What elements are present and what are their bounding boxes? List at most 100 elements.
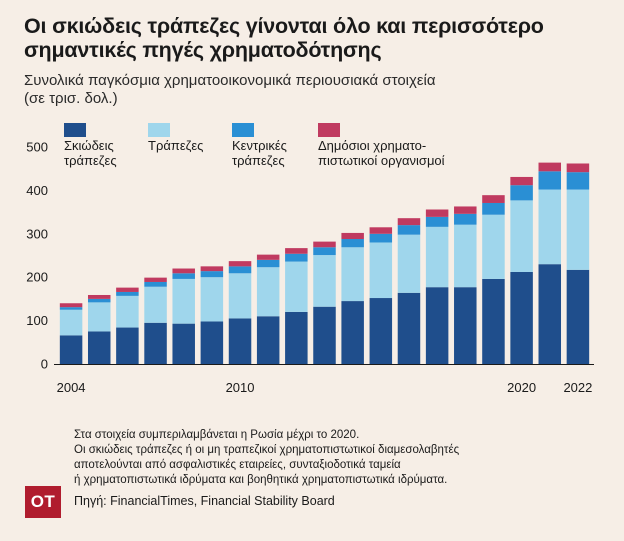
bar-2011-series-2 xyxy=(256,259,280,268)
bar-2009-series-3 xyxy=(200,266,224,272)
bar-2015-series-0 xyxy=(369,298,393,364)
bar-2011-series-0 xyxy=(256,316,280,364)
ot-logo: OT xyxy=(25,486,61,518)
bar-2007-series-3 xyxy=(144,277,167,282)
bar-2008-series-2 xyxy=(172,273,195,279)
bar-2011-series-3 xyxy=(256,254,280,260)
stacked-bar-chart: 0 100 200 300 400 500 2004 2010 2020 2022 Σκιώδεις… xyxy=(26,123,594,395)
bar-2020-series-0 xyxy=(510,271,533,364)
bar-2015-series-2 xyxy=(369,233,393,243)
bar-2008-series-1 xyxy=(172,278,195,324)
bar-2005-series-3 xyxy=(87,294,111,299)
bar-2012-series-1 xyxy=(285,261,308,312)
legend-label-2-0: Κεντρικές xyxy=(232,138,287,153)
note-line-4: ή χρηματοπιστωτικά ιδρύματα και βοηθητικ… xyxy=(74,474,448,486)
subtitle-line-2: (σε τρισ. δολ.) xyxy=(24,90,118,107)
bar-2015-series-1 xyxy=(369,242,393,299)
bar-2006-series-2 xyxy=(116,291,139,296)
bar-2020-series-3 xyxy=(510,176,533,186)
legend-label-3-1: πιστωτικοί οργανισμοί xyxy=(318,153,445,168)
bar-2009-series-1 xyxy=(200,277,224,322)
bar-2019-series-3 xyxy=(482,195,505,203)
bar-2010-series-2 xyxy=(228,266,252,274)
legend-label-1-0: Τράπεζες xyxy=(148,138,203,153)
bar-2007-series-0 xyxy=(144,322,167,364)
x-tick-label-2004: 2004 xyxy=(57,380,86,395)
bar-2022-series-2 xyxy=(566,172,590,190)
legend-swatch-3 xyxy=(318,123,340,137)
bar-2016-series-1 xyxy=(397,234,421,293)
bar-2019-series-2 xyxy=(482,202,505,215)
bar-2009-series-0 xyxy=(200,321,224,364)
bar-2005-series-1 xyxy=(87,302,111,332)
bar-2021-series-1 xyxy=(538,189,562,265)
bar-2012-series-2 xyxy=(285,253,308,262)
bar-2013-series-2 xyxy=(313,247,336,256)
bar-2014-series-2 xyxy=(341,239,364,248)
y-tick-label-500: 500 xyxy=(26,140,48,155)
chart-notes: Στα στοιχεία συμπεριλαμβάνεται η Ρωσία μ… xyxy=(74,428,604,488)
bar-2007-series-2 xyxy=(144,281,167,287)
bar-2010-series-3 xyxy=(228,261,252,267)
legend-swatch-2 xyxy=(232,123,254,137)
bar-2021-series-2 xyxy=(538,171,562,190)
bar-2010-series-0 xyxy=(228,318,252,364)
source-text: Πηγή: FinancialTimes, Financial Stabilit… xyxy=(74,494,335,508)
x-tick-label-2010: 2010 xyxy=(226,380,255,395)
bar-2021-series-0 xyxy=(538,264,562,364)
note-line-2: Οι σκιώδεις τράπεζες ή οι μη τραπεζικοί … xyxy=(74,444,460,456)
bar-2018-series-3 xyxy=(454,206,477,214)
bar-2011-series-1 xyxy=(256,267,280,317)
x-tick-label-2022: 2022 xyxy=(563,380,592,395)
bar-2006-series-0 xyxy=(116,327,139,364)
legend-label-3-0: Δημόσιοι χρηματο- xyxy=(318,138,426,153)
y-tick-label-200: 200 xyxy=(26,270,48,285)
bar-2018-series-2 xyxy=(454,213,477,225)
legend-label-0-0: Σκιώδεις xyxy=(64,138,114,153)
legend-label-0-1: τράπεζες xyxy=(64,153,117,168)
bar-2017-series-1 xyxy=(425,226,449,288)
bar-2020-series-2 xyxy=(510,185,533,201)
bar-2016-series-2 xyxy=(397,225,421,235)
chart-subtitle: Συνολικά παγκόσμια χρηματοοικονομικά περ… xyxy=(24,72,614,108)
bar-2009-series-2 xyxy=(200,271,224,278)
bar-2004-series-3 xyxy=(59,303,83,308)
bar-2017-series-2 xyxy=(425,216,449,227)
bar-2012-series-0 xyxy=(285,311,308,364)
bar-2022-series-3 xyxy=(566,163,590,173)
bar-2012-series-3 xyxy=(285,248,308,254)
bar-2004-series-0 xyxy=(59,335,83,364)
bar-2014-series-3 xyxy=(341,232,364,240)
bar-2007-series-1 xyxy=(144,286,167,323)
bar-2017-series-3 xyxy=(425,209,449,217)
bar-2022-series-0 xyxy=(566,269,590,364)
bar-2010-series-1 xyxy=(228,273,252,319)
bar-2016-series-3 xyxy=(397,218,421,226)
bar-2005-series-2 xyxy=(87,298,111,303)
bar-2016-series-0 xyxy=(397,292,421,364)
legend-swatch-0 xyxy=(64,123,86,137)
note-line-1: Στα στοιχεία συμπεριλαμβάνεται η Ρωσία μ… xyxy=(74,429,360,441)
y-tick-label-400: 400 xyxy=(26,183,48,198)
bar-2005-series-0 xyxy=(87,331,111,364)
bars-group xyxy=(59,162,590,364)
bar-2018-series-0 xyxy=(454,287,477,364)
bar-2020-series-1 xyxy=(510,200,533,272)
bar-2008-series-3 xyxy=(172,268,195,274)
legend-swatch-1 xyxy=(148,123,170,137)
subtitle-line-1: Συνολικά παγκόσμια χρηματοοικονομικά περ… xyxy=(24,72,436,89)
bar-2022-series-1 xyxy=(566,189,590,270)
bar-2013-series-3 xyxy=(313,241,336,248)
bar-2014-series-1 xyxy=(341,247,364,302)
y-tick-label-300: 300 xyxy=(26,226,48,241)
legend-label-2-1: τράπεζες xyxy=(232,153,285,168)
bar-2004-series-2 xyxy=(59,307,83,310)
note-line-3: αποτελούνται από ασφαλιστικές εταιρείες,… xyxy=(74,459,401,471)
bar-2006-series-3 xyxy=(116,287,139,292)
bar-2004-series-1 xyxy=(59,309,83,336)
bar-2018-series-1 xyxy=(454,224,477,288)
y-tick-label-0: 0 xyxy=(41,357,48,372)
bar-2013-series-1 xyxy=(313,255,336,307)
bar-2019-series-0 xyxy=(482,278,505,364)
